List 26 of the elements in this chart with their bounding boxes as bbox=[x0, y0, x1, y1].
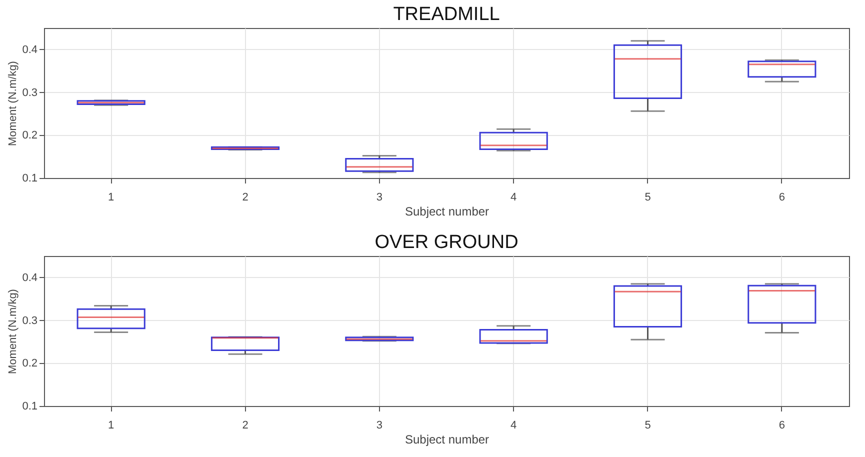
x-tick-label: 2 bbox=[242, 192, 248, 204]
y-axis-title: Moment (N.m/kg) bbox=[7, 289, 20, 374]
x-tick-label: 5 bbox=[644, 420, 651, 432]
y-tick-label: 0.2 bbox=[22, 130, 38, 142]
y-tick-label: 0.2 bbox=[22, 358, 38, 370]
x-tick-label: 5 bbox=[644, 192, 651, 204]
x-axis-title: Subject number bbox=[404, 204, 490, 218]
x-tick-label: 1 bbox=[108, 420, 114, 432]
y-tick-label: 0.4 bbox=[22, 272, 38, 284]
y-tick-label: 0.1 bbox=[22, 400, 38, 412]
x-tick-label: 3 bbox=[376, 420, 382, 432]
x-axis-title: Subject number bbox=[404, 432, 490, 446]
y-tick-label: 0.3 bbox=[22, 314, 38, 327]
x-tick-label: 2 bbox=[242, 420, 248, 432]
y-axis-title: Moment (N.m/kg) bbox=[7, 61, 20, 146]
y-tick-label: 0.4 bbox=[22, 44, 38, 56]
chart-title: OVER GROUND bbox=[374, 232, 518, 253]
chart-title: TREADMILL bbox=[393, 4, 500, 25]
y-tick-label: 0.1 bbox=[22, 172, 38, 184]
x-tick-label: 6 bbox=[778, 192, 785, 204]
x-tick-label: 1 bbox=[108, 192, 114, 204]
x-tick-label: 4 bbox=[510, 192, 517, 204]
x-tick-label: 6 bbox=[778, 420, 785, 432]
x-tick-label: 3 bbox=[376, 192, 382, 204]
y-tick-label: 0.3 bbox=[22, 86, 38, 99]
x-tick-label: 4 bbox=[510, 420, 517, 432]
